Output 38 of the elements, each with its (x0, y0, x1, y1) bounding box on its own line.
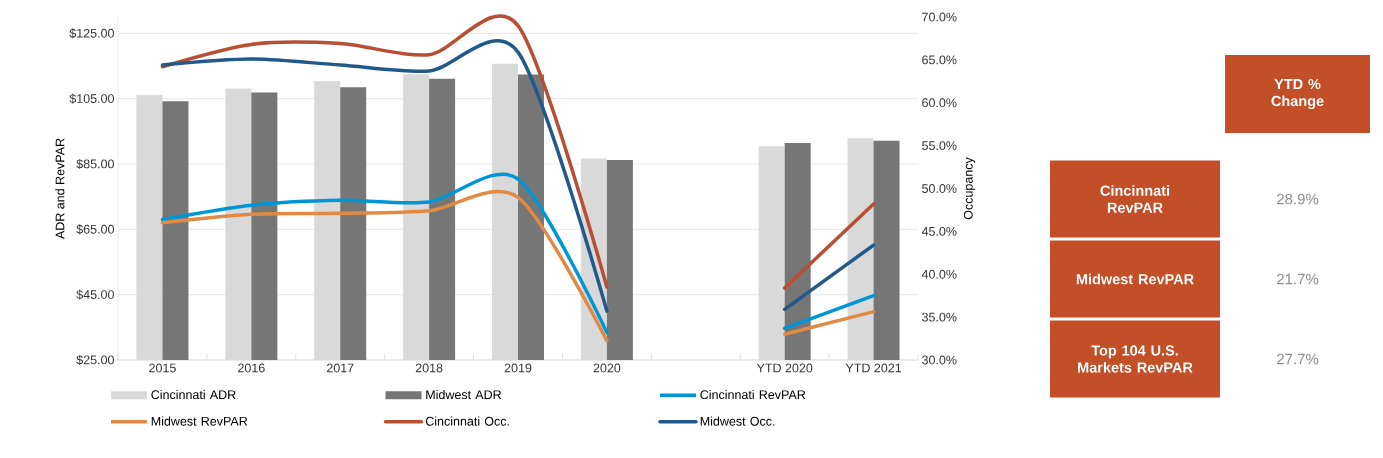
legend-label: Midwest ADR (426, 389, 502, 400)
legend-label: Midwest RevPAR (151, 416, 248, 426)
y-tick-label: $45.00 (76, 289, 114, 300)
x-tick-label: 2019 (504, 363, 532, 373)
text: 21.7% (1277, 273, 1319, 285)
y-axis-title: ADR and RevPAR (55, 138, 65, 240)
legend-label: Cincinnati Occ. (425, 416, 509, 426)
y2-tick-label: 70.0% (922, 12, 957, 22)
legend-label: Midwest Occ. (700, 416, 775, 426)
y2-axis-title: Occupancy (963, 157, 976, 220)
x-tick-label: 2016 (238, 363, 265, 373)
x-tick-label: YTD 2020 (756, 363, 813, 373)
x-tick-label: 2015 (149, 363, 176, 373)
y2-tick-label: 45.0% (921, 226, 957, 236)
y2-tick-label: 35.0% (922, 312, 957, 322)
y2-tick-label: 30.0% (922, 355, 957, 365)
text: YTD % Change (1271, 78, 1324, 110)
text: Midwest RevPAR (1076, 273, 1194, 285)
y-tick-label: $125.00 (69, 28, 114, 39)
y2-tick-label: 60.0% (922, 98, 957, 108)
legend-label: Cincinnati RevPAR (700, 389, 806, 400)
text: Cincinnati RevPAR (1100, 185, 1170, 213)
y2-tick-label: 55.0% (922, 141, 957, 151)
x-tick-label: 2018 (415, 363, 443, 373)
x-tick-label: YTD 2021 (845, 363, 902, 373)
legend-label: Cincinnati ADR (151, 389, 236, 400)
y-tick-label: $25.00 (76, 354, 114, 366)
x-tick-label: 2020 (593, 363, 621, 373)
y-tick-label: $65.00 (76, 224, 114, 235)
text: Top 104 U.S. Markets RevPAR (1078, 345, 1193, 373)
y-tick-label: $85.00 (76, 158, 114, 170)
x-tick-label: 2017 (326, 363, 354, 373)
y-tick-label: $105.00 (69, 93, 114, 104)
text: 28.9% (1277, 193, 1319, 205)
y2-tick-label: 40.0% (921, 269, 957, 279)
y2-tick-label: 50.0% (922, 184, 957, 193)
text: 27.7% (1277, 353, 1319, 365)
y2-tick-label: 65.0% (922, 55, 957, 65)
